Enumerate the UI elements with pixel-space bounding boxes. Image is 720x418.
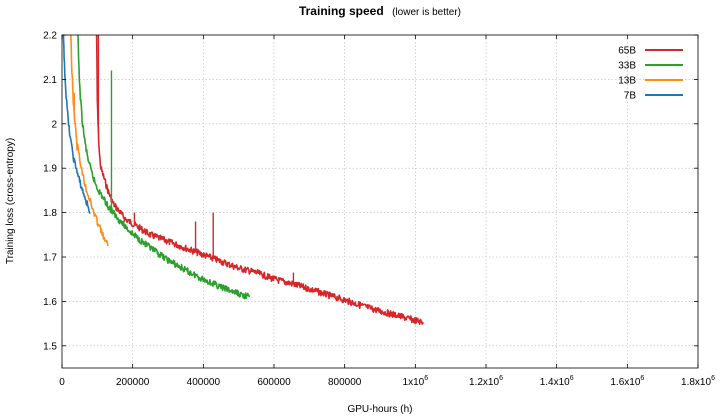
x-tick-label: 1.2x106 <box>469 375 503 388</box>
legend-label-33b: 33B <box>618 61 636 72</box>
y-tick-label: 2.2 <box>43 31 57 42</box>
x-tick-label: 800000 <box>328 377 362 388</box>
y-tick-label: 1.8 <box>43 208 57 219</box>
series-7b <box>62 35 91 214</box>
chart-subtitle: (lower is better) <box>392 7 461 18</box>
y-tick-label: 2 <box>51 119 57 130</box>
x-tick-label: 1x106 <box>403 375 429 388</box>
legend-label-7b: 7B <box>624 91 637 102</box>
series-13b <box>70 35 109 247</box>
series-layer <box>62 35 424 325</box>
legend-label-65b: 65B <box>618 46 636 57</box>
y-tick-label: 1.5 <box>43 341 57 352</box>
y-tick-label: 1.7 <box>43 253 57 264</box>
y-tick-label: 1.9 <box>43 164 57 175</box>
series-line-65b <box>95 35 424 325</box>
series-line-33b <box>77 35 251 300</box>
x-tick-label: 600000 <box>257 377 291 388</box>
series-line-7b <box>62 35 91 214</box>
y-tick-label: 2.1 <box>43 75 57 86</box>
y-axis-label: Training loss (cross-entropy) <box>5 138 16 264</box>
grid <box>62 35 698 368</box>
x-axis-label: GPU-hours (h) <box>347 404 412 415</box>
legend: 65B 33B 13B 7B <box>618 46 683 102</box>
legend-label-13b: 13B <box>618 76 636 87</box>
x-axis-ticks: 0 200000 400000 600000 800000 1x106 1.2x106 1.4… <box>59 35 715 388</box>
series-33b <box>77 35 251 300</box>
x-tick-label: 0 <box>59 377 65 388</box>
series-line-13b <box>70 35 109 247</box>
x-tick-label: 1.6x106 <box>610 375 644 388</box>
y-tick-label: 1.6 <box>43 297 57 308</box>
plot-frame <box>61 34 699 369</box>
chart-title: Training speed <box>299 4 384 18</box>
x-tick-label: 200000 <box>116 377 150 388</box>
x-tick-label: 400000 <box>187 377 221 388</box>
chart-title-line: Training speed (lower is better) <box>299 2 461 19</box>
y-axis-ticks: 1.5 1.6 1.7 1.8 1.9 2 2.1 2.2 <box>43 31 698 352</box>
series-65b <box>95 35 424 325</box>
x-tick-label: 1.8x106 <box>681 375 715 388</box>
x-tick-label: 1.4x106 <box>540 375 574 388</box>
